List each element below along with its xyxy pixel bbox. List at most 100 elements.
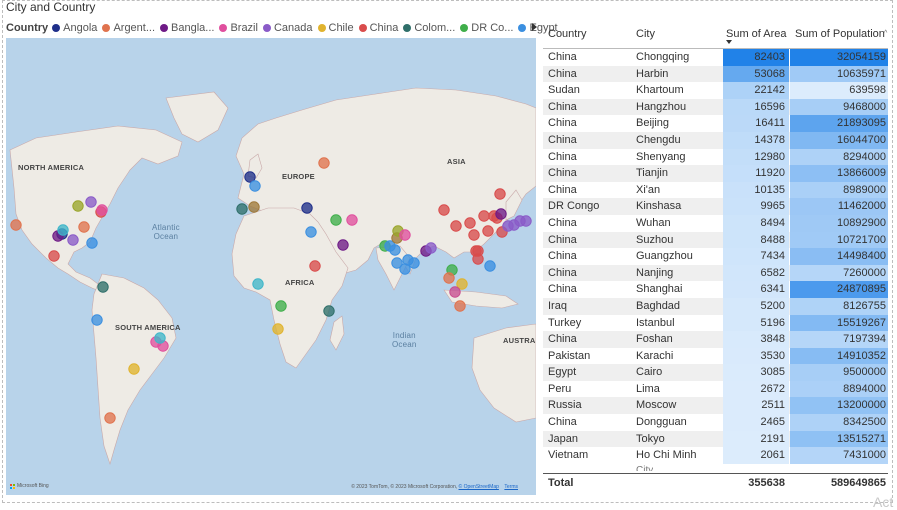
map-point[interactable]: [236, 203, 248, 215]
map-point[interactable]: [72, 200, 84, 212]
map-point[interactable]: [520, 215, 532, 227]
table-row[interactable]: Egypt Cairo 3085 9500000: [543, 364, 888, 381]
map-point[interactable]: [454, 300, 466, 312]
table-row[interactable]: China Chengdu 14378 16044700: [543, 131, 888, 149]
table-row[interactable]: DR Congo Kinshasa 9965 11462000: [543, 198, 888, 215]
map-point[interactable]: [495, 208, 507, 220]
map-point[interactable]: [249, 180, 261, 192]
table-row[interactable]: Turkey Istanbul 5196 15519267: [543, 314, 888, 332]
legend-item-angola[interactable]: Angola: [52, 22, 97, 34]
map-point[interactable]: [305, 226, 317, 238]
map-point[interactable]: [48, 250, 60, 262]
land-india: [375, 245, 411, 291]
map-point[interactable]: [478, 210, 490, 222]
map-point[interactable]: [309, 260, 321, 272]
table-row[interactable]: China Dongguan 2465 8342500: [543, 414, 888, 431]
table-row[interactable]: China Beijing 16411 21893095: [543, 115, 888, 132]
map-point[interactable]: [67, 234, 79, 246]
map-point[interactable]: [96, 204, 108, 216]
table-row[interactable]: China Tianjin 11920 13866009: [543, 165, 888, 182]
map-point[interactable]: [482, 225, 494, 237]
column-header-city[interactable]: City: [636, 28, 655, 40]
map-point[interactable]: [408, 257, 420, 269]
legend-next-arrow-icon[interactable]: [532, 23, 537, 31]
map-point[interactable]: [252, 278, 264, 290]
map-point[interactable]: [449, 286, 461, 298]
cell-area: 53068: [723, 65, 789, 83]
map-point[interactable]: [494, 188, 506, 200]
table-row[interactable]: Vietnam Ho Chi Minh 2061 7431000: [543, 447, 888, 464]
map-point[interactable]: [443, 272, 455, 284]
legend-item-canada[interactable]: Canada: [262, 22, 313, 34]
map-point[interactable]: [389, 244, 401, 256]
scroll-up-icon[interactable]: ^: [884, 30, 888, 37]
table-row[interactable]: China Chongqing 82403 32054159: [543, 49, 888, 66]
map-point[interactable]: [456, 278, 468, 290]
map-canvas[interactable]: NORTH AMERICA EUROPE ASIA AFRICA SOUTH A…: [6, 38, 536, 495]
map-point[interactable]: [97, 281, 109, 293]
legend-item-dr-congo[interactable]: DR Co...: [460, 22, 513, 34]
map-point[interactable]: [450, 220, 462, 232]
column-header-sum-of-population[interactable]: Sum of Population: [795, 28, 885, 40]
table-row[interactable]: China Wuhan 8494 10892900: [543, 214, 888, 232]
map-point[interactable]: [57, 224, 69, 236]
table-row[interactable]: Iraq Baghdad 5200 8126755: [543, 297, 888, 315]
map-point[interactable]: [272, 323, 284, 335]
table-row[interactable]: Japan Tokyo 2191 13515271: [543, 430, 888, 448]
legend-item-argentina[interactable]: Argent...: [102, 22, 155, 34]
map-point[interactable]: [464, 217, 476, 229]
legend-item-label: Colom...: [414, 22, 456, 34]
map-point[interactable]: [337, 239, 349, 251]
table-row[interactable]: China Hangzhou 16596 9468000: [543, 98, 888, 116]
map-point[interactable]: [154, 332, 166, 344]
legend-item-brazil[interactable]: Brazil: [219, 22, 258, 34]
table-row[interactable]: China Foshan 3848 7197394: [543, 331, 888, 348]
map-point[interactable]: [399, 229, 411, 241]
land-australia: [471, 323, 536, 423]
map-point[interactable]: [484, 260, 496, 272]
map-point[interactable]: [323, 305, 335, 317]
table-row[interactable]: Pakistan Karachi 3530 14910352: [543, 347, 888, 365]
map-point[interactable]: [438, 204, 450, 216]
map-point[interactable]: [301, 202, 313, 214]
map-point[interactable]: [78, 221, 90, 233]
map-point[interactable]: [391, 257, 403, 269]
map-point[interactable]: [346, 214, 358, 226]
cell-city: Foshan: [636, 333, 673, 346]
table-row[interactable]: China Harbin 53068 10635971: [543, 65, 888, 83]
map-point[interactable]: [248, 201, 260, 213]
terms-link[interactable]: Terms: [504, 484, 518, 490]
table-row[interactable]: China Shenyang 12980 8294000: [543, 148, 888, 166]
table-row[interactable]: China Xi'an 10135 8989000: [543, 181, 888, 199]
legend-item-colombia[interactable]: Colom...: [403, 22, 455, 34]
map-point[interactable]: [86, 237, 98, 249]
table-row[interactable]: China Guangzhou 7434 14498400: [543, 248, 888, 265]
legend-item-chile[interactable]: Chile: [317, 22, 354, 34]
map-point[interactable]: [425, 242, 437, 254]
map-point[interactable]: [128, 363, 140, 375]
table-row[interactable]: Peru Lima 2672 8894000: [543, 380, 888, 398]
table-row[interactable]: Russia Moscow 2511 13200000: [543, 397, 888, 415]
legend-item-china[interactable]: China: [358, 22, 398, 34]
legend-item-bangladesh[interactable]: Bangla...: [160, 22, 214, 34]
cell-country: Pakistan: [548, 349, 591, 362]
map-point[interactable]: [91, 314, 103, 326]
map-point[interactable]: [85, 196, 97, 208]
map-legend: Country Angola Argent... Bangla... Brazi…: [6, 21, 563, 35]
map-point[interactable]: [330, 214, 342, 226]
map-point[interactable]: [275, 300, 287, 312]
map-point[interactable]: [10, 219, 22, 231]
map-point[interactable]: [472, 253, 484, 265]
map-point[interactable]: [244, 171, 256, 183]
map-point[interactable]: [104, 412, 116, 424]
column-header-sum-of-area[interactable]: Sum of Area: [726, 28, 787, 40]
cell-area: 2061: [723, 447, 789, 464]
table-row[interactable]: China Nanjing 6582 7260000: [543, 264, 888, 282]
map-point[interactable]: [318, 157, 330, 169]
table-row[interactable]: China Suzhou 8488 10721700: [543, 231, 888, 249]
map-point[interactable]: [468, 229, 480, 241]
column-header-country[interactable]: Country: [548, 28, 587, 40]
table-row[interactable]: China Shanghai 6341 24870895: [543, 281, 888, 298]
table-row[interactable]: Sudan Khartoum 22142 639598: [543, 82, 888, 99]
openstreetmap-link[interactable]: © OpenStreetMap: [458, 484, 499, 490]
